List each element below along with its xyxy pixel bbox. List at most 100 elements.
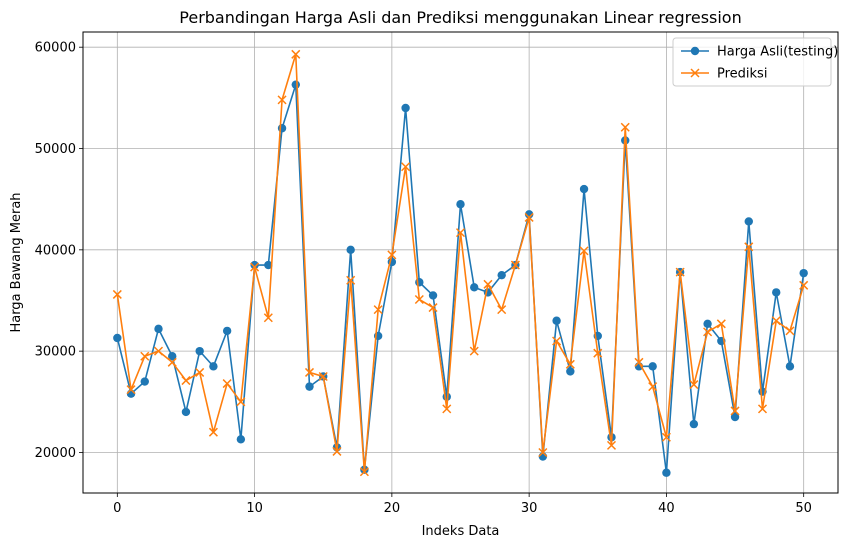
legend-label: Harga Asli(testing) <box>717 45 838 60</box>
data-point <box>153 346 164 356</box>
data-point <box>346 275 356 285</box>
data-point <box>744 217 753 226</box>
data-point <box>648 382 658 392</box>
data-point <box>373 305 383 315</box>
data-point <box>415 278 424 287</box>
data-point <box>236 435 246 444</box>
x-tick-label: 20 <box>384 501 401 516</box>
data-point <box>675 267 685 277</box>
data-point <box>209 362 218 371</box>
data-point <box>497 305 507 315</box>
data-point <box>799 280 809 290</box>
y-tick-label: 40000 <box>35 243 76 258</box>
data-point <box>195 367 205 377</box>
series-prediksi <box>112 49 809 477</box>
data-point <box>126 389 136 398</box>
y-axis-label: Harga Bawang Merah <box>9 192 24 332</box>
x-tick-label: 10 <box>246 501 263 516</box>
legend: Harga Asli(testing) Prediksi <box>672 37 838 87</box>
data-point <box>524 210 534 219</box>
data-point <box>277 124 287 133</box>
data-point <box>277 95 287 105</box>
data-point <box>154 324 163 334</box>
data-point <box>167 357 177 367</box>
data-point <box>112 289 122 299</box>
data-point <box>332 446 342 456</box>
x-axis-label: Indeks Data <box>422 524 500 539</box>
data-point <box>305 382 314 391</box>
data-point <box>181 407 191 417</box>
data-point <box>538 447 548 458</box>
data-point <box>716 319 726 329</box>
data-point <box>689 419 699 429</box>
data-point <box>757 404 768 414</box>
data-point <box>552 316 561 325</box>
data-point <box>304 367 315 377</box>
data-point <box>291 80 300 89</box>
data-point <box>264 260 273 270</box>
series-layer <box>112 49 809 477</box>
y-tick-label: 50000 <box>35 142 76 157</box>
data-point <box>648 362 657 371</box>
data-point <box>689 380 699 390</box>
data-point <box>620 122 630 132</box>
data-point <box>291 49 301 59</box>
data-point <box>785 362 795 371</box>
y-tick-label: 20000 <box>35 446 76 461</box>
data-point <box>456 200 465 209</box>
data-point <box>771 316 781 326</box>
data-point <box>263 313 273 323</box>
data-point <box>346 245 355 255</box>
data-point <box>401 162 411 172</box>
data-point <box>799 268 808 278</box>
data-point <box>208 427 218 437</box>
chart-title: Perbandingan Harga Asli dan Prediksi men… <box>179 8 741 27</box>
data-point <box>442 404 452 414</box>
data-point <box>579 184 589 194</box>
data-point <box>661 432 671 442</box>
data-point <box>222 326 232 336</box>
legend-item: Prediksi <box>681 67 767 82</box>
data-point <box>497 270 506 280</box>
data-point <box>730 412 740 422</box>
data-point <box>455 228 466 238</box>
data-point <box>510 260 520 270</box>
data-point <box>524 212 534 222</box>
data-point <box>772 288 781 297</box>
x-tick-label: 40 <box>658 501 675 516</box>
data-point <box>469 346 479 356</box>
data-point <box>730 406 740 416</box>
data-point <box>662 468 671 477</box>
data-point <box>250 262 260 272</box>
data-point <box>483 279 493 289</box>
data-point <box>195 346 204 356</box>
data-point <box>428 291 438 300</box>
legend-item: Harga Asli(testing) <box>681 45 838 60</box>
x-tick-label: 30 <box>521 501 538 516</box>
y-tick-label: 30000 <box>35 345 76 360</box>
data-point <box>222 379 232 389</box>
x-tick-label: 50 <box>795 501 812 516</box>
data-point <box>318 371 328 382</box>
ticks: 0 10 20 30 40 50 20000 30000 40000 50000 60000 <box>35 41 812 516</box>
data-point <box>401 103 410 113</box>
legend-label: Prediksi <box>717 67 767 82</box>
data-point <box>593 348 603 358</box>
data-point <box>634 357 644 367</box>
data-point <box>703 319 712 328</box>
data-point <box>359 467 369 477</box>
data-point <box>552 336 562 346</box>
data-point <box>703 327 713 337</box>
plot-frame <box>82 31 839 494</box>
data-point <box>414 294 424 305</box>
x-tick-label: 0 <box>113 501 121 516</box>
data-point <box>606 440 617 450</box>
data-point <box>566 367 575 376</box>
y-tick-label: 60000 <box>35 41 76 56</box>
data-point <box>538 452 548 461</box>
data-point <box>470 283 479 292</box>
data-point <box>579 246 589 256</box>
data-point <box>140 377 149 386</box>
